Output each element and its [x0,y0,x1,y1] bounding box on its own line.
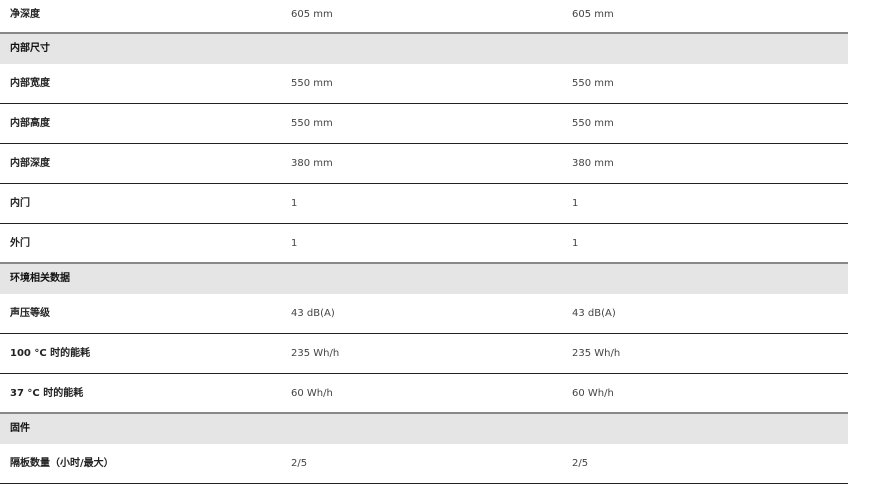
spec-label: 外门 [10,238,30,249]
spec-row: 内部高度 550 mm 550 mm [0,104,848,144]
spec-row: 内门 1 1 [0,184,848,224]
spec-value: 60 Wh/h [291,388,333,399]
spec-row: 内部深度 380 mm 380 mm [0,144,848,184]
spec-value: 2/5 [291,458,308,469]
section-header: 内部尺寸 [0,34,848,64]
spec-value: 380 mm [291,158,333,169]
spec-value: 550 mm [291,118,333,129]
spec-value: 605 mm [291,9,333,20]
spec-row: 37 °C 时的能耗 60 Wh/h 60 Wh/h [0,374,848,414]
spec-value: 235 Wh/h [572,348,621,359]
spec-value: 1 [572,198,579,209]
spec-label: 内部深度 [10,158,50,169]
spec-label: 净深度 [10,9,40,20]
spec-value: 380 mm [572,158,614,169]
spec-row: 内部宽度 550 mm 550 mm [0,64,848,104]
spec-table: 净深度 605 mm 605 mm 内部尺寸内部宽度 550 mm 550 mm 内部高度 5… [0,0,848,484]
spec-value: 550 mm [291,78,333,89]
spec-value: 2/5 [572,458,589,469]
spec-label: 内门 [10,198,30,209]
spec-value: 1 [572,238,579,249]
spec-row: 外门 1 1 [0,224,848,264]
spec-label: 声压等级 [10,308,50,319]
spec-label: 100 °C 时的能耗 [10,348,91,359]
spec-value: 43 dB(A) [291,308,335,319]
spec-value: 60 Wh/h [572,388,614,399]
spec-label: 内部高度 [10,118,50,129]
spec-value: 1 [291,198,298,209]
spec-value: 550 mm [572,78,614,89]
section-header: 环境相关数据 [0,264,848,294]
spec-label: 隔板数量（小时/最大） [10,458,114,469]
spec-value: 43 dB(A) [572,308,616,319]
spec-row: 声压等级 43 dB(A) 43 dB(A) [0,294,848,334]
spec-value: 235 Wh/h [291,348,340,359]
spec-row: 隔板数量（小时/最大） 2/5 2/5 [0,444,848,484]
spec-value: 605 mm [572,9,614,20]
spec-row: 100 °C 时的能耗 235 Wh/h 235 Wh/h [0,334,848,374]
spec-label: 37 °C 时的能耗 [10,388,84,399]
spec-label: 内部宽度 [10,78,50,89]
section-header: 固件 [0,414,848,444]
spec-row: 净深度 605 mm 605 mm [0,0,848,34]
spec-value: 1 [291,238,298,249]
spec-value: 550 mm [572,118,614,129]
